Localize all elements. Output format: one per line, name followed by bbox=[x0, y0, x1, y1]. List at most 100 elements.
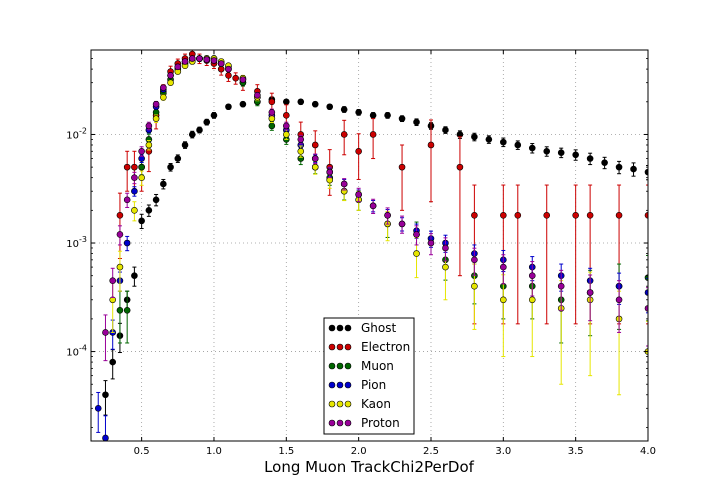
data-point bbox=[109, 358, 117, 366]
data-point bbox=[138, 163, 145, 171]
data-point bbox=[232, 74, 239, 82]
legend-marker bbox=[336, 381, 344, 389]
data-point bbox=[355, 191, 362, 198]
data-point bbox=[615, 212, 623, 219]
data-point bbox=[326, 103, 334, 111]
data-point bbox=[283, 112, 290, 119]
data-point bbox=[384, 112, 391, 119]
data-point bbox=[239, 76, 247, 83]
data-point bbox=[160, 84, 167, 91]
data-point bbox=[586, 155, 594, 162]
data-point bbox=[131, 174, 138, 181]
data-point bbox=[239, 100, 247, 108]
x-tick-label: 3.5 bbox=[568, 446, 584, 457]
data-point bbox=[557, 149, 565, 156]
data-point bbox=[123, 196, 131, 204]
data-point bbox=[442, 126, 449, 134]
data-point bbox=[152, 196, 160, 204]
data-point bbox=[340, 131, 348, 138]
legend-marker bbox=[336, 400, 344, 408]
data-point bbox=[369, 112, 377, 119]
data-point bbox=[131, 163, 138, 171]
data-point bbox=[311, 155, 319, 162]
data-point bbox=[116, 212, 124, 219]
legend-marker bbox=[336, 324, 344, 332]
data-point bbox=[283, 122, 290, 130]
data-point bbox=[210, 112, 218, 119]
data-point bbox=[471, 212, 478, 219]
data-point bbox=[413, 118, 420, 126]
data-point bbox=[586, 212, 594, 219]
data-point bbox=[398, 163, 406, 171]
data-point bbox=[131, 187, 138, 195]
legend-box bbox=[323, 317, 415, 435]
data-point bbox=[123, 306, 131, 314]
data-point bbox=[644, 289, 648, 296]
data-point bbox=[217, 65, 225, 73]
y-tick-label: 10-4 bbox=[66, 344, 87, 359]
data-point bbox=[644, 305, 648, 312]
data-point bbox=[369, 202, 377, 210]
data-point bbox=[167, 79, 174, 86]
data-point bbox=[543, 212, 551, 219]
x-tick-label: 4.0 bbox=[640, 446, 656, 457]
data-point bbox=[116, 263, 124, 271]
legend-marker bbox=[344, 324, 352, 332]
data-point bbox=[188, 131, 196, 138]
legend-marker bbox=[328, 419, 336, 427]
data-point bbox=[644, 168, 648, 176]
data-point bbox=[131, 272, 138, 279]
data-point bbox=[152, 109, 160, 116]
data-point bbox=[572, 212, 579, 219]
data-point bbox=[528, 144, 536, 152]
data-point bbox=[615, 163, 623, 171]
data-point bbox=[311, 100, 319, 108]
data-point bbox=[398, 220, 406, 228]
data-point bbox=[355, 109, 362, 116]
data-point bbox=[471, 256, 478, 264]
data-point bbox=[138, 147, 145, 155]
data-point bbox=[500, 296, 507, 304]
legend-marker bbox=[344, 343, 352, 351]
data-point bbox=[102, 329, 109, 336]
legend-marker bbox=[328, 381, 336, 389]
data-point bbox=[160, 93, 167, 101]
data-point bbox=[471, 282, 478, 290]
data-point bbox=[196, 55, 203, 62]
data-point bbox=[630, 165, 637, 173]
data-point bbox=[203, 118, 211, 126]
data-point bbox=[181, 58, 189, 65]
data-point bbox=[297, 98, 305, 106]
data-point bbox=[311, 141, 319, 149]
legend-marker bbox=[344, 400, 352, 408]
legend-label: Kaon bbox=[361, 397, 391, 411]
data-point bbox=[500, 138, 507, 146]
data-point bbox=[572, 151, 579, 159]
data-point bbox=[268, 98, 276, 106]
data-point bbox=[145, 122, 153, 130]
grid bbox=[91, 50, 648, 441]
data-point bbox=[413, 250, 420, 257]
data-point bbox=[152, 100, 160, 108]
data-point bbox=[557, 282, 565, 290]
data-point bbox=[442, 244, 449, 252]
data-point bbox=[138, 174, 145, 181]
data-point bbox=[123, 239, 131, 247]
data-point bbox=[196, 126, 203, 134]
data-point bbox=[615, 296, 623, 304]
legend-marker bbox=[328, 400, 336, 408]
data-point bbox=[109, 277, 117, 284]
data-point bbox=[225, 72, 232, 79]
data-point bbox=[398, 115, 406, 122]
data-point bbox=[427, 141, 435, 149]
data-point bbox=[369, 131, 377, 138]
legend-marker bbox=[344, 362, 352, 370]
data-point bbox=[528, 272, 536, 279]
data-point bbox=[116, 306, 124, 314]
x-tick-label: 2.5 bbox=[423, 446, 439, 457]
legend-marker bbox=[344, 419, 352, 427]
data-point bbox=[174, 155, 182, 162]
data-point bbox=[210, 57, 218, 64]
x-tick-label: 2.0 bbox=[351, 446, 367, 457]
